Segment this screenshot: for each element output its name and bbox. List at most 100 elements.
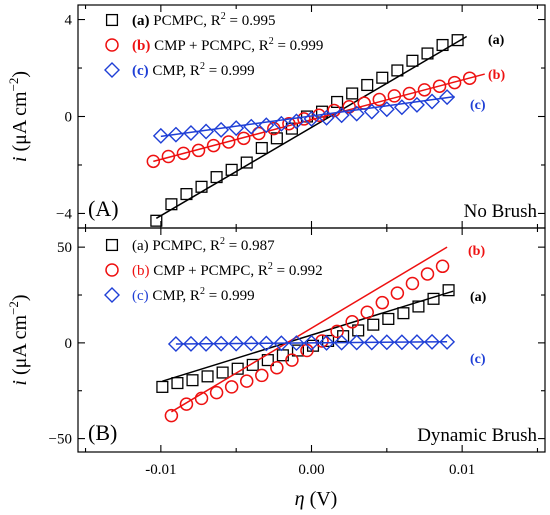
panel-b-legend-entry-b: (b) CMP + PCMPC, R2 = 0.992 [132,261,323,279]
legend-entry-name: PCMPC, R [150,13,221,29]
panel-b-point-c [424,333,441,350]
panel-b-point-b [255,368,269,383]
panel-a-point-c [213,121,230,138]
legend-entry-r2-value: = 0.987 [225,238,275,254]
legend-entry-r2-exponent: 2 [200,61,205,72]
panel-a-legend-marker-a [105,13,119,27]
panel-a-point-c [393,99,410,116]
panel-b-point-b [330,324,344,339]
series-end-label-b: (b) [468,244,485,259]
legend-entry-name: CMP + PCMPC, R [150,263,268,279]
condition-label-a: No Brush [464,201,538,222]
series-end-label-c: (c) [470,98,486,113]
panel-b-point-b [405,276,420,291]
panel-b-fit-line-a [162,290,454,382]
panel-b-point-c [393,334,410,351]
panel-a-point-a [346,87,359,100]
panel-a-point-a [451,34,464,47]
panel-a-point-c [273,115,290,132]
y-tick-label: 0 [65,336,73,352]
y-axis-label: i (μA cm−2) [6,71,31,162]
panel-a-point-a [195,180,208,193]
panel-a-point-c [303,110,320,127]
legend-entry-name: CMP, R [149,288,200,304]
panel-a-point-c [288,113,305,130]
legend-entry-r2-value: = 0.999 [274,38,324,54]
panel-b-point-b [209,385,224,400]
panel-a-point-a [255,141,268,155]
x-axis-label: η (V) [295,488,338,510]
legend-entry-prefix: (a) [132,13,150,29]
panel-a-point-a [331,95,344,109]
series-end-label-b: (b) [488,68,505,83]
panel-b-point-c [258,335,275,352]
panel-b-point-b [270,361,284,375]
x-axis-symbol: η [295,488,305,510]
panel-b-legend-marker-c [104,287,120,303]
panel-a-point-c [378,101,395,118]
panel-a-point-b [417,83,432,97]
legend-entry-r2-value: = 0.995 [226,13,276,29]
y-axis-symbol: i [9,152,31,163]
panel-a-point-b [282,117,296,131]
panel-b-point-c [167,336,184,353]
panel-b-point-a [216,366,229,379]
panel-a-point-b [176,146,191,161]
panel-b-point-c [408,334,425,351]
panel-a-point-c [333,107,350,124]
y-tick-label: 0 [65,110,73,126]
panel-a-point-a [376,71,389,84]
y-axis-unit-close: ) [9,71,31,78]
panel-a-point-b [387,89,402,103]
y-tick-label: −50 [49,432,72,448]
legend-entry-r2-exponent: 2 [269,36,274,47]
panel-a-point-a [421,47,434,60]
x-tick-label: -0.01 [145,462,176,478]
panel-a-point-c [363,103,380,120]
panel-b-point-a [427,292,440,305]
panel-b-point-b [179,397,194,411]
panel-b-point-c [348,334,365,351]
panel-a-legend-entry-b: (b) CMP + PCMPC, R2 = 0.999 [132,36,323,54]
x-tick-label: 0.01 [449,462,475,478]
panel-b-fit-line-c [175,340,448,345]
panel-a-point-c [228,120,245,137]
legend-entry-prefix: (c) [132,63,149,79]
panel-label-b: (B) [88,420,117,445]
panel-b-point-c [303,334,320,351]
panel-b-legend-entry-a: (a) PCMPC, R2 = 0.987 [132,236,275,254]
panel-b-point-a [322,334,335,348]
panel-b-point-a [352,324,365,337]
legend-entry-r2-value: = 0.999 [205,63,255,79]
y-tick-label: 50 [57,240,72,256]
panel-b-point-c [228,335,245,352]
panel-b-point-a [367,318,380,331]
y-axis-label: i (μA cm−2) [6,294,31,385]
panel-a-point-b [252,126,266,141]
y-axis-unit-close: ) [9,294,31,301]
y-axis-unit-exponent: −2 [6,301,21,315]
legend-entry-name: CMP + PCMPC, R [150,38,268,54]
panel-a-point-a [361,78,374,92]
panel-label-a: (A) [88,196,119,221]
panel-a-point-c [348,105,365,122]
panel-a-legend-marker-c [104,62,120,78]
panel-b-point-a [246,358,259,371]
panel-b-point-b [194,391,209,406]
y-tick-label: 4 [65,13,73,29]
panel-a-legend-marker-b [105,38,119,52]
panel-b-point-b [224,380,239,394]
panel-a-point-c [243,118,260,135]
legend-entry-r2-exponent: 2 [221,11,226,22]
legend-entry-prefix: (a) [132,238,149,254]
panel-b-point-a [186,374,199,387]
panel-a-point-a [180,188,193,201]
panel-b-point-a [442,284,455,297]
series-end-label-c: (c) [470,352,486,367]
panel-b-point-b [285,353,299,367]
legend-entry-r2-value: = 0.999 [205,288,255,304]
panel-a-point-b [297,112,311,126]
legend-entry-r2-exponent: 2 [220,236,225,247]
